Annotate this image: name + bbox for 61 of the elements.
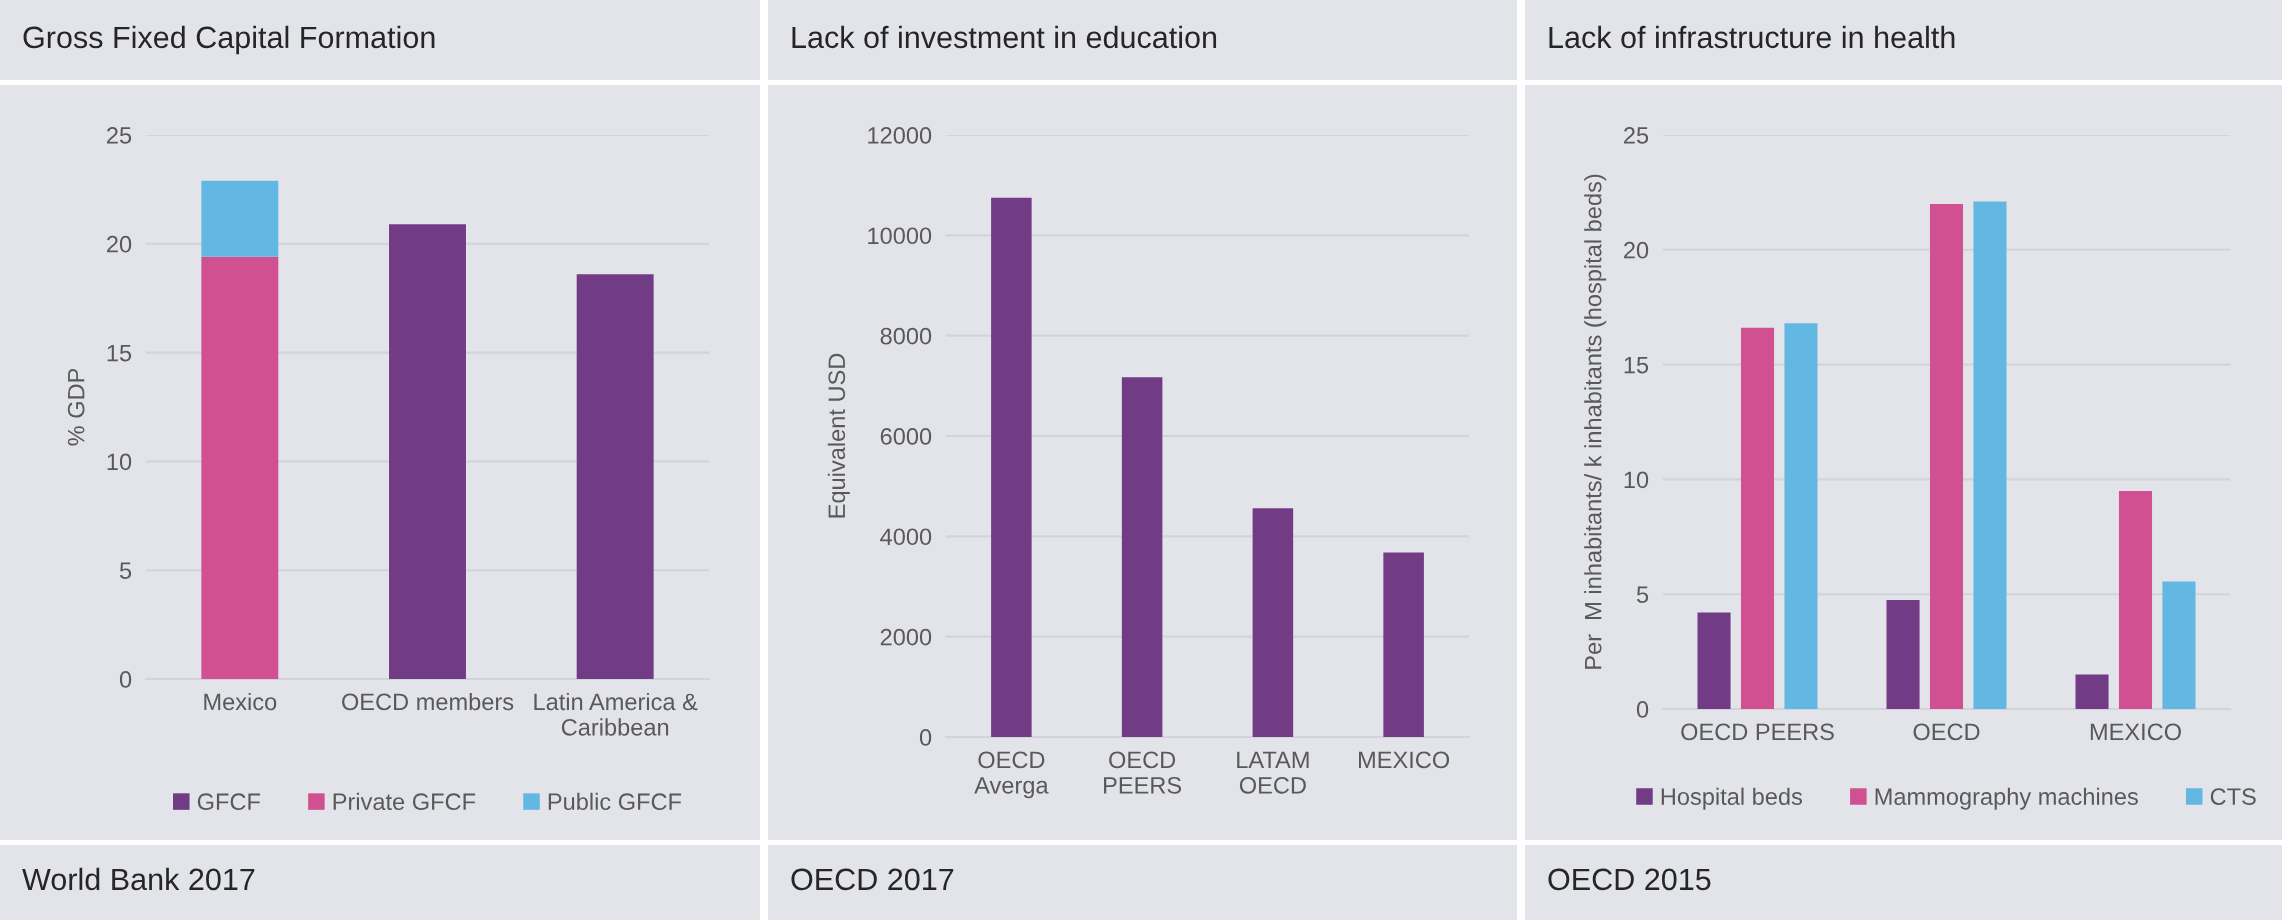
x-tick-label: OECD xyxy=(1913,723,1980,741)
bar xyxy=(991,197,1032,737)
y-tick-label: 10 xyxy=(107,453,132,471)
x-tick-label: OECD PEERS xyxy=(1104,751,1182,794)
bar xyxy=(1973,201,2007,709)
text: World Bank 2017 xyxy=(22,867,255,891)
bar xyxy=(389,224,466,679)
x-tick-label: LATAM OECD xyxy=(1237,751,1309,794)
bar xyxy=(1252,508,1294,737)
y-tick-label: 5 xyxy=(1636,586,1649,603)
x-tick-label: Mexico xyxy=(204,692,277,711)
chart-title: Lack of investment in education xyxy=(792,25,1217,49)
bar xyxy=(1784,323,1818,709)
y-tick-label: 10 xyxy=(1624,471,1649,489)
y-tick-label: 0 xyxy=(1636,701,1649,718)
y-tick-label: 6000 xyxy=(880,428,932,445)
text: OECD 2015 xyxy=(1548,868,1711,891)
legend-label: CTS xyxy=(2210,788,2256,805)
y-tick-label: 15 xyxy=(1624,356,1649,374)
legend-label: GFCF xyxy=(197,793,260,811)
x-tick-label: Latin America & Caribbean xyxy=(534,692,698,736)
y-axis-title: % GDP xyxy=(67,368,85,446)
chart-title: Lack of infrastructure in health xyxy=(1549,25,1955,49)
text: OECD 2017 xyxy=(791,868,954,891)
y-tick-label: 0 xyxy=(919,729,932,746)
bar xyxy=(201,256,279,679)
x-tick-label: MEXICO xyxy=(1358,751,1450,769)
y-tick-label: 2000 xyxy=(880,628,932,646)
y-tick-label: 12000 xyxy=(868,127,932,144)
y-axis-title: Per M inhabitants/ k inhabitants (hospital beds) xyxy=(1584,174,1607,669)
y-tick-label: 20 xyxy=(1624,241,1649,259)
y-tick-label: 8000 xyxy=(880,327,932,345)
bar xyxy=(576,274,654,679)
y-tick-label: 25 xyxy=(107,127,132,144)
bar xyxy=(1886,599,1920,709)
y-tick-label: 0 xyxy=(119,671,132,688)
legend-label: Mammography machines xyxy=(1875,787,2138,810)
bar xyxy=(1383,552,1424,737)
bar xyxy=(2162,581,2196,709)
y-axis-title: Equivalent USD xyxy=(827,353,850,518)
y-tick-label: 25 xyxy=(1624,127,1649,144)
bar xyxy=(201,180,279,257)
y-tick-label: 5 xyxy=(119,562,132,579)
x-tick-label: OECD members xyxy=(342,692,514,711)
bar xyxy=(1697,612,1731,709)
bar xyxy=(1740,327,1775,709)
chart-title: Gross Fixed Capital Formation xyxy=(23,25,435,55)
y-tick-label: 4000 xyxy=(880,528,932,546)
bar xyxy=(2118,490,2153,709)
x-tick-label: OECD Averga xyxy=(974,751,1049,799)
x-tick-label: MEXICO xyxy=(2090,723,2181,741)
bar xyxy=(1121,377,1163,737)
bar xyxy=(1929,203,1964,709)
y-tick-label: 20 xyxy=(107,235,132,253)
legend-label: Private GFCF xyxy=(333,792,476,811)
bar xyxy=(2075,674,2109,709)
x-tick-label: OECD PEERS xyxy=(1681,723,1834,741)
legend-label: Hospital beds xyxy=(1661,787,1803,810)
y-tick-label: 15 xyxy=(107,344,132,362)
y-tick-label: 10000 xyxy=(868,227,932,245)
legend-label: Public GFCF xyxy=(548,792,682,811)
